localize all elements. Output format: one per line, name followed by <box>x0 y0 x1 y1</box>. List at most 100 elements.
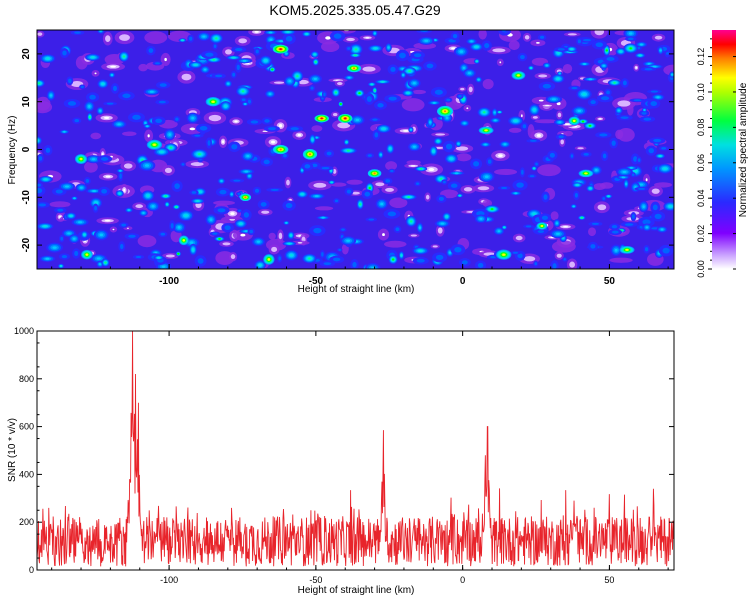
heatmap-cell <box>562 237 565 240</box>
snr-x-label: Height of straight line (km) <box>298 585 415 596</box>
heatmap-cell <box>101 82 105 85</box>
heatmap-cell <box>461 98 465 101</box>
heatmap-cell <box>218 237 221 240</box>
heatmap-cell <box>119 34 130 41</box>
heatmap-cell <box>285 52 288 55</box>
heatmap-cell <box>301 193 304 196</box>
heatmap-cell <box>213 200 235 206</box>
heatmap-cell <box>631 173 635 177</box>
heatmap-cell <box>255 49 259 54</box>
heatmap-cell <box>37 183 41 187</box>
heatmap-cell <box>572 119 576 122</box>
heatmap-cell <box>67 232 71 235</box>
heatmap-cell <box>313 77 317 81</box>
heatmap-cell <box>529 139 537 142</box>
heatmap-cell <box>311 163 318 168</box>
heatmap-cell <box>74 250 79 257</box>
heatmap-cell <box>234 120 238 123</box>
colorbar-tick-label: 0.12 <box>696 48 706 66</box>
heatmap-cell <box>668 205 672 208</box>
heatmap-cell <box>79 186 83 189</box>
heatmap-cell <box>243 212 250 218</box>
heatmap-cell <box>650 101 658 107</box>
heatmap-cell <box>634 170 637 173</box>
heatmap-cell <box>520 114 523 118</box>
heatmap-cell <box>524 35 530 40</box>
heatmap-cell <box>619 50 622 53</box>
heatmap-cell <box>402 73 405 76</box>
heatmap-cell <box>490 208 494 211</box>
heatmap-cell <box>533 108 536 111</box>
heatmap-cell <box>304 164 311 169</box>
heatmap-cell <box>368 218 375 221</box>
heatmap-cell <box>313 227 322 234</box>
heatmap-cell <box>653 138 662 143</box>
heatmap-cell <box>164 167 172 174</box>
heatmap-cell <box>602 64 606 67</box>
heatmap-cell <box>232 56 236 59</box>
heatmap-cell <box>638 54 642 57</box>
heatmap-cell <box>384 240 407 248</box>
heatmap-cell <box>442 180 446 184</box>
heatmap-cell <box>121 223 127 227</box>
heatmap-cell <box>493 111 496 114</box>
heatmap-cell <box>570 48 573 51</box>
heatmap-cell <box>212 232 218 235</box>
heatmap-cell <box>445 116 449 120</box>
heatmap-cell <box>217 208 226 213</box>
heatmap-cell <box>347 47 351 50</box>
heatmap-y-tick-label: 20 <box>21 48 32 60</box>
heatmap-cell <box>260 202 267 207</box>
heatmap-cell <box>244 170 249 173</box>
heatmap-cell <box>297 242 303 244</box>
heatmap-cell <box>238 38 247 44</box>
heatmap-cell <box>537 230 545 233</box>
heatmap-cell <box>315 136 318 139</box>
heatmap-cell <box>321 166 330 170</box>
heatmap-cell <box>591 222 599 226</box>
heatmap-cell <box>549 152 555 158</box>
heatmap-cell <box>160 150 164 153</box>
heatmap-cell <box>439 177 443 180</box>
snr-panel: -100 -50 0 50 0 200 400 600 800 1000 Height of s… <box>7 326 675 596</box>
heatmap-cell <box>346 189 352 194</box>
heatmap-cell <box>279 48 282 51</box>
heatmap-cell <box>475 60 479 63</box>
heatmap-cell <box>532 212 536 215</box>
heatmap-cell <box>119 169 122 172</box>
heatmap-cell <box>323 92 326 97</box>
snr-x-tick-label: -50 <box>309 575 322 585</box>
heatmap-cell <box>184 214 188 217</box>
heatmap-cell <box>215 74 223 78</box>
heatmap-cell <box>346 149 350 152</box>
heatmap-cell <box>285 221 288 224</box>
heatmap-cell <box>64 185 69 188</box>
heatmap-cell <box>244 196 247 199</box>
heatmap-cell <box>85 178 90 183</box>
heatmap-cell <box>450 157 453 160</box>
heatmap-cell <box>377 103 384 108</box>
heatmap-cell <box>602 153 607 159</box>
heatmap-cell <box>445 143 453 150</box>
heatmap-cell <box>508 40 520 51</box>
heatmap-cell <box>144 164 150 167</box>
heatmap-cell <box>49 201 71 208</box>
heatmap-cell <box>639 183 644 186</box>
heatmap-cell <box>536 133 541 137</box>
heatmap-cell <box>321 216 325 219</box>
heatmap-cell <box>508 127 522 133</box>
heatmap-cell <box>352 67 356 70</box>
heatmap-cell <box>256 240 261 243</box>
heatmap-cell <box>49 94 53 97</box>
heatmap-cell <box>536 42 540 44</box>
colorbar-gradient <box>712 30 736 269</box>
heatmap-cell <box>191 116 195 120</box>
heatmap-cell <box>79 158 83 161</box>
heatmap-cell <box>415 182 420 186</box>
heatmap-y-label: Frequency (Hz) <box>7 116 18 185</box>
heatmap-cell <box>244 230 248 233</box>
heatmap-cell <box>160 232 166 236</box>
heatmap-cell <box>264 119 270 123</box>
heatmap-cell <box>262 130 268 132</box>
heatmap-cell <box>352 261 357 268</box>
